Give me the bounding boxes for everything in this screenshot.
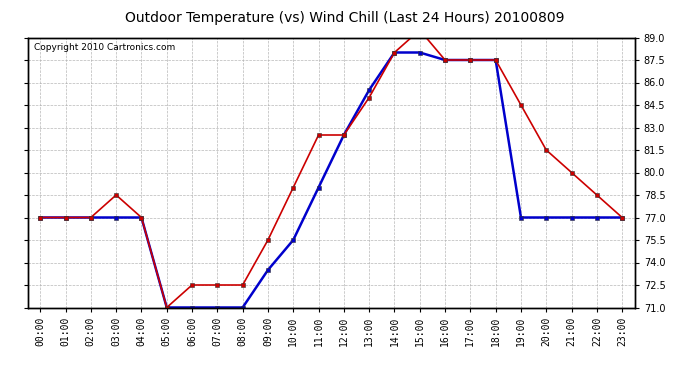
Text: Outdoor Temperature (vs) Wind Chill (Last 24 Hours) 20100809: Outdoor Temperature (vs) Wind Chill (Las… (126, 11, 564, 25)
Text: Copyright 2010 Cartronics.com: Copyright 2010 Cartronics.com (34, 43, 175, 52)
